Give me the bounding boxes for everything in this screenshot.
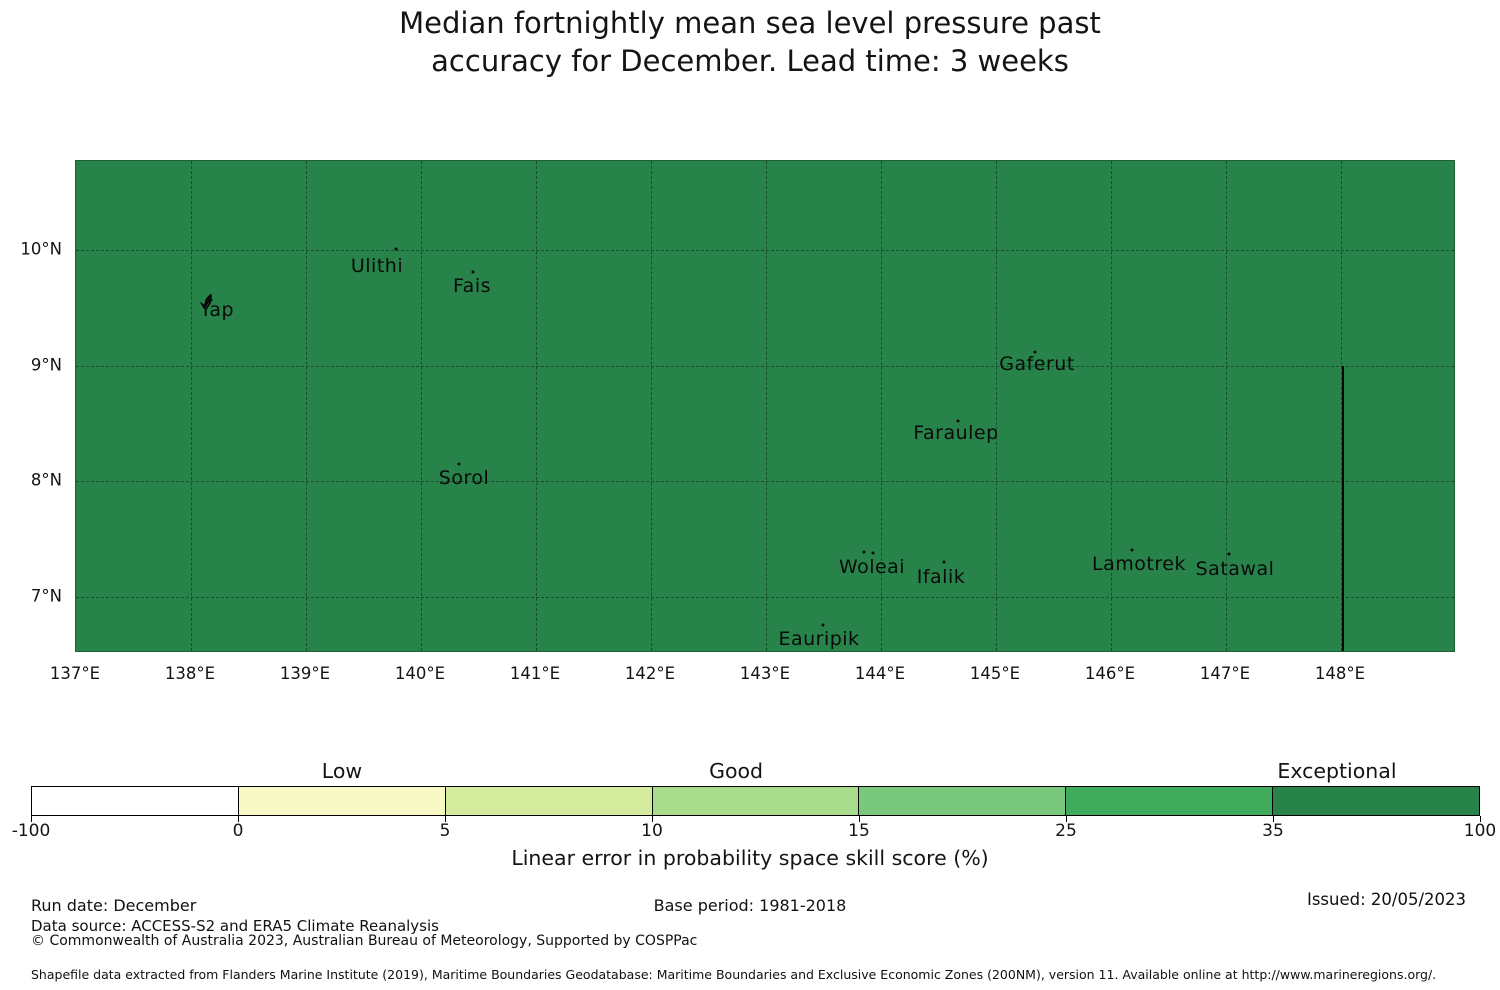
island-label: Eauripik (778, 628, 860, 650)
colorbar-tick-mark (238, 816, 239, 822)
colorbar-tick-mark (1066, 816, 1067, 822)
colorbar-tick-mark (1480, 816, 1481, 822)
copyright-text: © Commonwealth of Australia 2023, Austra… (31, 933, 698, 949)
x-tick-label: 137°E (49, 664, 101, 683)
grid-line-vertical (536, 161, 537, 651)
island-dot-marker (1227, 552, 1231, 556)
chart-title-line2: accuracy for December. Lead time: 3 week… (431, 44, 1069, 78)
chart-title: Median fortnightly mean sea level pressu… (0, 4, 1500, 80)
colorbar-axis-label: Linear error in probability space skill … (511, 846, 989, 870)
colorbar-tick-label: 100 (1463, 821, 1497, 841)
grid-line-horizontal (76, 365, 1454, 367)
grid-line-vertical (421, 161, 422, 651)
shapefile-attribution-text: Shapefile data extracted from Flanders M… (31, 967, 1437, 982)
data-source-text: Data source: ACCESS-S2 and ERA5 Climate … (31, 917, 439, 935)
island-dot-marker (821, 623, 825, 627)
x-tick-label: 142°E (624, 664, 676, 683)
colorbar-tick-mark (652, 816, 653, 822)
grid-line-vertical (881, 161, 882, 651)
island-dot-marker (471, 270, 475, 274)
colorbar-tick-label: -100 (11, 821, 51, 841)
island-label: Sorol (438, 467, 490, 489)
colorbar-tick-mark (445, 816, 446, 822)
colorbar-tick-label: 25 (1055, 821, 1077, 841)
grid-line-horizontal (76, 481, 1454, 482)
island-label: Woleai (838, 556, 906, 578)
colorbar-segment (652, 787, 860, 815)
island-label: Gaferut (999, 353, 1075, 375)
island-label: Satawal (1195, 558, 1275, 580)
colorbar-segment (1273, 787, 1480, 815)
island-label: Fais (452, 275, 492, 297)
grid-line-vertical (766, 161, 767, 651)
colorbar-category-label: Exceptional (1277, 759, 1397, 783)
colorbar-tick-label: 15 (848, 821, 870, 841)
island-label: Ifalik (916, 566, 966, 588)
grid-line-vertical (306, 161, 307, 651)
grid-line-vertical (191, 161, 192, 651)
grid-line-vertical (651, 161, 652, 651)
grid-line-horizontal (76, 596, 1454, 598)
grid-line-horizontal (76, 250, 1454, 251)
x-tick-label: 140°E (394, 664, 446, 683)
y-tick-label: 8°N (30, 470, 62, 490)
colorbar-tick-mark (1273, 816, 1274, 822)
maritime-boundary-line (1342, 366, 1344, 651)
island-dot-marker (942, 560, 946, 564)
grid-line-vertical (1111, 161, 1112, 651)
grid-line-vertical (1226, 161, 1227, 651)
island-label: Yap (199, 299, 235, 321)
issued-date-text: Issued: 20/05/2023 (1306, 890, 1466, 909)
colorbar-segment (32, 787, 239, 815)
colorbar (31, 786, 1480, 816)
x-tick-label: 144°E (854, 664, 906, 683)
grid-line-vertical (996, 161, 997, 651)
colorbar-segment (859, 787, 1067, 815)
island-dot-marker (394, 247, 398, 251)
colorbar-tick-label: 10 (641, 821, 663, 841)
island-label: Lamotrek (1092, 553, 1186, 575)
x-tick-label: 143°E (739, 664, 791, 683)
island-dot-marker (1130, 548, 1134, 552)
run-date-text: Run date: December (31, 896, 197, 915)
colorbar-category-label: Good (709, 759, 764, 783)
colorbar-tick-mark (31, 816, 32, 822)
y-tick-label: 10°N (20, 239, 62, 259)
island-dot-marker (457, 462, 461, 466)
chart-title-line1: Median fortnightly mean sea level pressu… (399, 6, 1101, 40)
island-dot-marker (862, 550, 866, 554)
island-dot-marker (1033, 350, 1037, 354)
island-label: Ulithi (350, 255, 404, 277)
island-dot-marker (871, 551, 875, 555)
y-tick-label: 9°N (30, 355, 62, 374)
x-tick-label: 148°E (1314, 664, 1366, 683)
map-plot-area: Yap Ulithi Fais Sorol Gaferut Faraulep Woleai I… (75, 160, 1455, 652)
x-tick-label: 139°E (279, 664, 331, 683)
colorbar-tick-mark (859, 816, 860, 822)
colorbar-segment (445, 787, 653, 815)
island-label: Faraulep (913, 422, 999, 444)
colorbar-segment (1066, 787, 1274, 815)
x-tick-label: 141°E (509, 664, 561, 683)
x-tick-label: 138°E (164, 664, 216, 683)
island-shape-marker (202, 293, 213, 309)
colorbar-tick-label: 35 (1262, 821, 1284, 841)
x-tick-label: 146°E (1084, 664, 1136, 683)
y-tick-label: 7°N (30, 586, 62, 605)
colorbar-category-label: Low (321, 759, 363, 783)
x-tick-label: 145°E (969, 664, 1021, 683)
island-dot-marker (956, 419, 960, 423)
grid-line-vertical (1341, 161, 1342, 651)
colorbar-tick-label: 5 (439, 821, 451, 841)
colorbar-segment (238, 787, 446, 815)
colorbar-tick-label: 0 (232, 821, 244, 841)
base-period-text: Base period: 1981-2018 (653, 896, 847, 915)
x-tick-label: 147°E (1199, 664, 1251, 683)
